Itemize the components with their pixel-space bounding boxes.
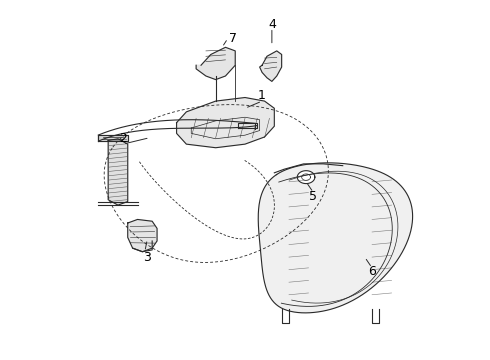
Text: 4: 4 bbox=[268, 18, 276, 31]
Polygon shape bbox=[98, 135, 128, 140]
Text: 6: 6 bbox=[368, 265, 376, 278]
Text: 2: 2 bbox=[119, 132, 127, 145]
Text: 7: 7 bbox=[229, 32, 237, 45]
Text: 3: 3 bbox=[144, 251, 151, 264]
Polygon shape bbox=[196, 47, 235, 80]
Polygon shape bbox=[128, 220, 157, 252]
Text: 5: 5 bbox=[309, 190, 318, 203]
Polygon shape bbox=[260, 51, 282, 81]
Polygon shape bbox=[176, 98, 274, 148]
Polygon shape bbox=[297, 171, 315, 184]
Polygon shape bbox=[258, 163, 413, 313]
Polygon shape bbox=[108, 139, 128, 205]
Polygon shape bbox=[238, 123, 257, 128]
Text: 1: 1 bbox=[258, 89, 266, 102]
